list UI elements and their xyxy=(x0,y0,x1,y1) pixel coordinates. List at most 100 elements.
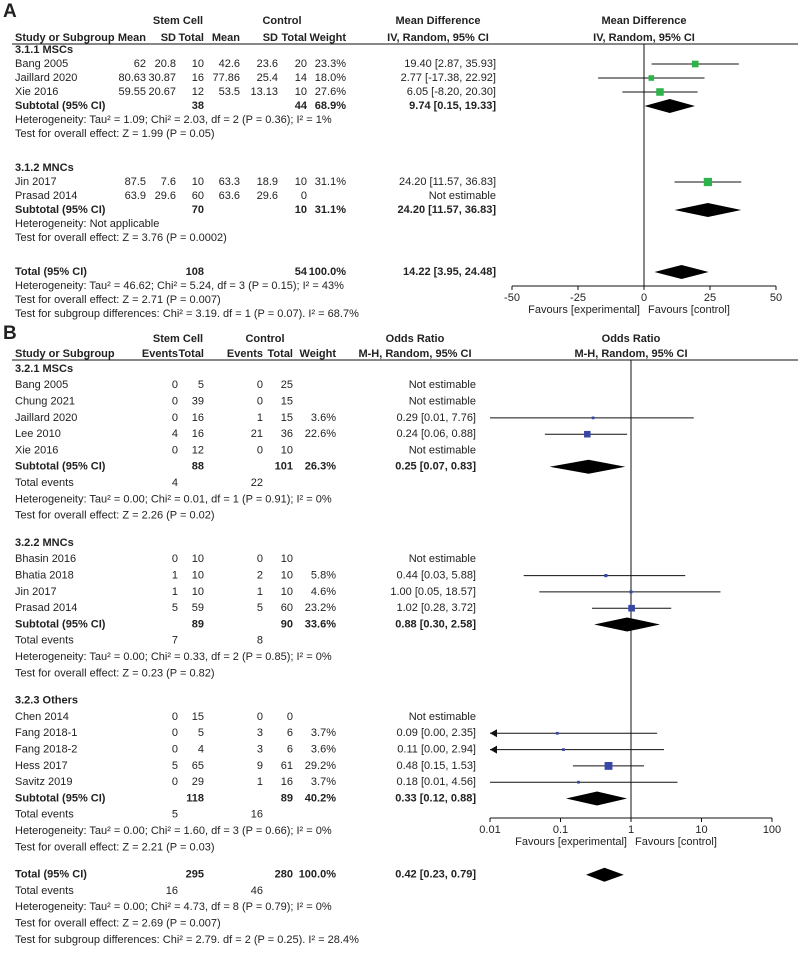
effect-label: 24.20 [11.57, 36.83] xyxy=(398,204,497,216)
favours-left: Favours [experimental] xyxy=(515,836,627,848)
cell: Chung 2021 xyxy=(15,396,75,408)
cell: 4 xyxy=(172,477,178,489)
estimate-box xyxy=(691,60,699,68)
note: Test for subgroup differences: Chi² = 2.… xyxy=(15,934,359,946)
cell: 1 xyxy=(257,776,263,788)
effect-method: M-H, Random, 95% CI xyxy=(358,348,471,360)
effect-label: Not estimable xyxy=(429,190,496,202)
cell: 26.3% xyxy=(305,461,336,473)
cell: 22.6% xyxy=(305,428,336,440)
cell: 14 xyxy=(295,72,307,84)
x-tick-label: 1 xyxy=(628,824,634,836)
cell: 22 xyxy=(251,477,263,489)
x-tick-label: -50 xyxy=(504,292,520,304)
cell: 20 xyxy=(295,58,307,70)
subgroup-heading: 3.2.1 MSCs xyxy=(15,363,73,375)
cell: 10 xyxy=(192,58,204,70)
cell: 0 xyxy=(172,776,178,788)
note: Test for overall effect: Z = 2.71 (P = 0… xyxy=(15,294,221,306)
cell: 3.6% xyxy=(311,412,336,424)
cell: Total (95% CI) xyxy=(15,869,87,881)
summary-diamond xyxy=(654,265,709,279)
group-label: Stem Cell xyxy=(153,333,203,345)
cell: 68.9% xyxy=(315,100,346,112)
ci-arrow xyxy=(490,729,497,738)
cell: 16 xyxy=(251,809,263,821)
group-label: Stem Cell xyxy=(153,15,203,27)
cell: Subtotal (95% CI) xyxy=(15,100,106,112)
cell: Jin 2017 xyxy=(15,586,57,598)
cell: Total events xyxy=(15,635,74,647)
cell: Xie 2016 xyxy=(15,444,58,456)
effect-label: 6.05 [-8.20, 20.30] xyxy=(407,86,496,98)
cell: 4.6% xyxy=(311,586,336,598)
cell: 20.67 xyxy=(148,86,176,98)
cell: 70 xyxy=(192,204,204,216)
cell: Fang 2018-2 xyxy=(15,744,77,756)
estimate-box xyxy=(604,761,613,770)
cell: 0 xyxy=(172,379,178,391)
cell: 10 xyxy=(192,570,204,582)
favours-right: Favours [control] xyxy=(635,836,717,848)
cell: Xie 2016 xyxy=(15,86,58,98)
cell: 25 xyxy=(281,379,293,391)
effect-label: 0.44 [0.03, 5.88] xyxy=(396,570,476,582)
panel-label: B xyxy=(3,323,17,344)
cell: 5 xyxy=(198,727,204,739)
cell: Lee 2010 xyxy=(15,428,61,440)
column-header: Total xyxy=(179,348,204,360)
note: Heterogeneity: Tau² = 46.62; Chi² = 5.24… xyxy=(15,280,344,292)
cell: Prasad 2014 xyxy=(15,190,77,202)
note: Heterogeneity: Not applicable xyxy=(15,218,159,230)
cell: 100.0% xyxy=(299,869,337,881)
cell: 0 xyxy=(172,412,178,424)
cell: 1 xyxy=(172,570,178,582)
cell: 6 xyxy=(287,727,293,739)
cell: Total events xyxy=(15,809,74,821)
note: Test for overall effect: Z = 3.76 (P = 0… xyxy=(15,232,227,244)
effect-title: Mean Difference xyxy=(396,15,481,27)
cell: 0 xyxy=(172,396,178,408)
cell: 3.7% xyxy=(311,776,336,788)
cell: 15 xyxy=(281,412,293,424)
x-tick-label: 50 xyxy=(770,292,782,304)
estimate-box xyxy=(628,604,635,612)
cell: 0 xyxy=(287,711,293,723)
cell: 4 xyxy=(172,428,178,440)
cell: 31.1% xyxy=(315,176,346,188)
panel-label: A xyxy=(3,1,17,22)
cell: 10 xyxy=(192,176,204,188)
plot-method: IV, Random, 95% CI xyxy=(593,32,695,44)
cell: 4 xyxy=(198,744,204,756)
effect-label: 0.18 [0.01, 4.56] xyxy=(396,776,476,788)
cell: Subtotal (95% CI) xyxy=(15,461,106,473)
summary-diamond xyxy=(566,791,628,806)
column-header: SD xyxy=(263,32,278,44)
cell: 7.6 xyxy=(161,176,176,188)
cell: 10 xyxy=(295,176,307,188)
effect-label: Not estimable xyxy=(409,396,476,408)
note: Test for overall effect: Z = 2.26 (P = 0… xyxy=(15,510,215,522)
note: Heterogeneity: Tau² = 0.00; Chi² = 4.73,… xyxy=(15,901,332,913)
cell: 0 xyxy=(172,711,178,723)
cell: 15 xyxy=(281,396,293,408)
cell: 80.63 xyxy=(118,72,146,84)
note: Heterogeneity: Tau² = 0.00; Chi² = 0.01,… xyxy=(15,493,332,505)
cell: 61 xyxy=(281,760,293,772)
cell: 60 xyxy=(192,190,204,202)
cell: Bang 2005 xyxy=(15,379,68,391)
x-tick-label: -25 xyxy=(570,292,586,304)
effect-label: 0.09 [0.00, 2.35] xyxy=(396,727,476,739)
cell: 10 xyxy=(281,553,293,565)
cell: 27.6% xyxy=(315,86,346,98)
cell: Total events xyxy=(15,477,74,489)
ci-arrow xyxy=(490,745,497,754)
column-header: Mean xyxy=(118,32,146,44)
cell: 5 xyxy=(257,602,263,614)
cell: 9 xyxy=(257,760,263,772)
cell: 18.0% xyxy=(315,72,346,84)
cell: 44 xyxy=(295,100,308,112)
cell: 54 xyxy=(295,266,308,278)
cell: 10 xyxy=(281,586,293,598)
